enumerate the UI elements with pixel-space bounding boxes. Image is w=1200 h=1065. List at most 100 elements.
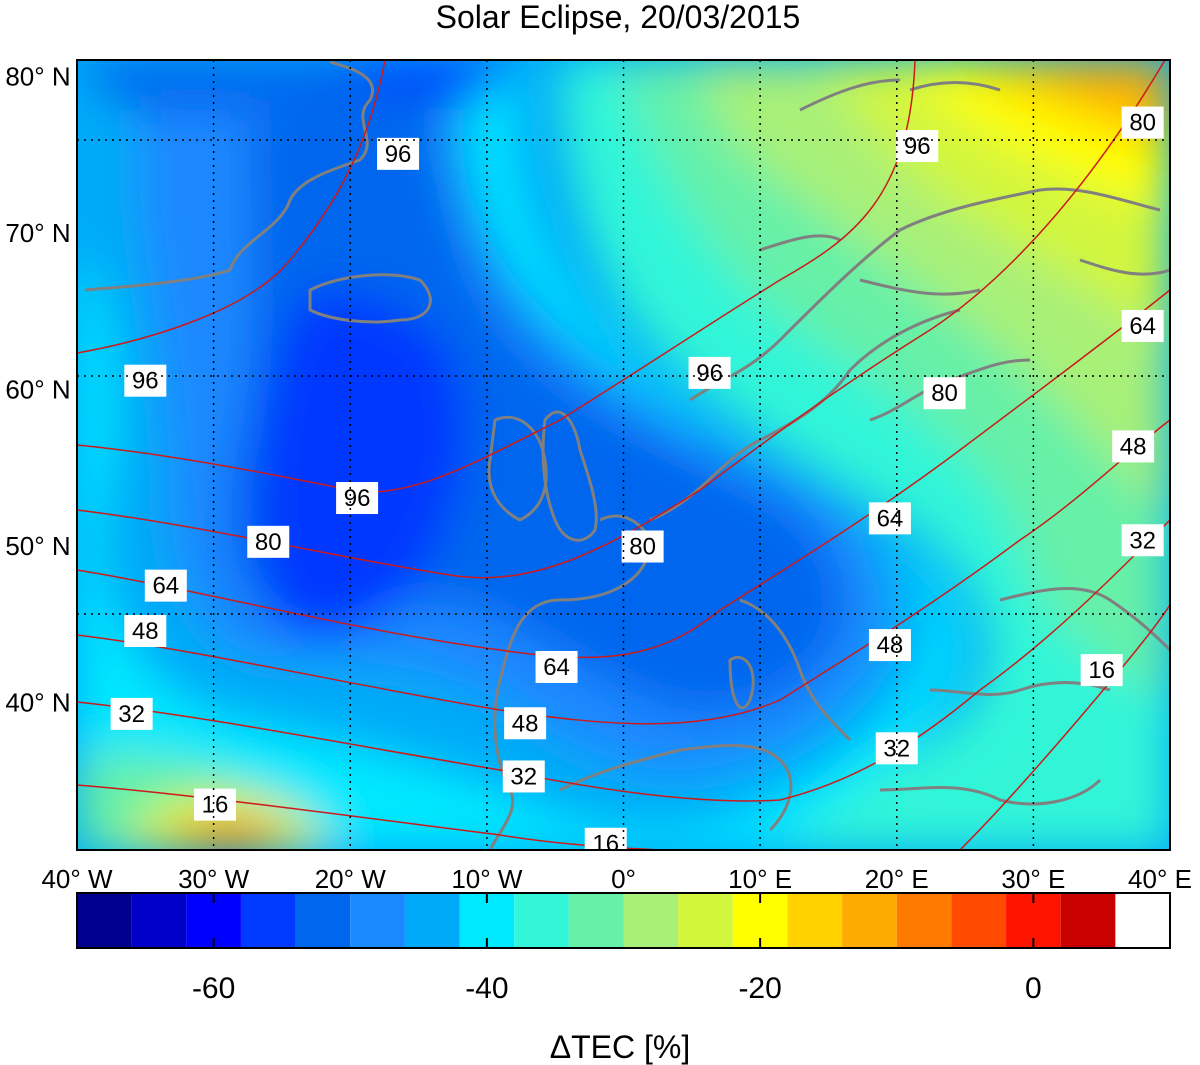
contour-label: 64 <box>535 650 578 683</box>
contour-label: 96 <box>688 356 731 389</box>
contour-label-box <box>1112 430 1155 463</box>
contour-label-box <box>1121 309 1164 342</box>
lon-tick-label: 10° W <box>451 864 523 894</box>
contour-label-box <box>535 650 578 683</box>
contour-label: 16 <box>193 788 236 821</box>
contour-label-box <box>144 569 187 602</box>
lon-tick-label: 0° <box>611 864 636 894</box>
contour-label: 16 <box>1080 654 1123 687</box>
colorbar-swatch <box>131 893 187 948</box>
contour-label-box <box>875 732 918 765</box>
tec-filled-contours <box>77 60 1170 850</box>
colorbar-swatch <box>678 893 733 948</box>
contour-label: 48 <box>124 614 167 647</box>
colorbar-swatch <box>77 893 132 948</box>
contour-label-layer: 96 96 96 96 96 80 80 80 80 64 64 64 64 48 48 48 48 32 32 32… <box>110 106 1164 858</box>
lon-tick-label: 40° W <box>41 864 113 894</box>
contour-label-box <box>1121 524 1164 557</box>
colorbar-ticks: -60 -40 -20 0 <box>192 893 1042 1005</box>
colorbar-swatch <box>568 893 624 948</box>
contour-label-box <box>868 629 911 662</box>
contour-label-box <box>688 356 731 389</box>
colorbar-label: ΔTEC [%] <box>550 1029 691 1065</box>
longitude-tick-labels: 40° W 30° W 20° W 10° W 0° 10° E 20° E 30° E 40°… <box>41 864 1191 894</box>
lon-tick-label: 40° E <box>1128 864 1192 894</box>
contour-label-box <box>1121 106 1164 139</box>
contour-label-box <box>868 502 911 535</box>
contour-label-text: 64 <box>1129 313 1156 340</box>
lon-tick-label: 30° W <box>178 864 250 894</box>
contour-label-box <box>193 788 236 821</box>
contour-label: 96 <box>896 130 939 163</box>
figure-title: Solar Eclipse, 20/03/2015 <box>436 0 801 35</box>
colorbar-swatch <box>842 893 897 948</box>
contour-label-box <box>1080 654 1123 687</box>
contour-label-text: 96 <box>904 133 931 160</box>
colorbar: -60 -40 -20 0 ΔTEC [%] <box>76 892 1171 1065</box>
lat-tick-label: 70° N <box>5 218 70 248</box>
contour-label-text: 16 <box>1088 657 1115 684</box>
contour-label-box <box>896 130 939 163</box>
contour-label-text: 32 <box>510 763 537 790</box>
contour-label-box <box>923 377 966 410</box>
contour-label: 96 <box>336 482 379 515</box>
contour-label-text: 48 <box>512 710 539 737</box>
colorbar-swatch <box>404 893 460 948</box>
contour-label: 80 <box>247 525 290 558</box>
contour-label-box <box>336 482 379 515</box>
contour-label-box <box>110 697 153 730</box>
contour-label-text: 48 <box>1120 433 1147 460</box>
colorbar-swatch <box>514 893 569 948</box>
contour-label: 96 <box>124 364 167 397</box>
contour-label-text: 32 <box>1129 527 1156 554</box>
contour-label-text: 64 <box>152 573 179 600</box>
lon-tick-label: 20° E <box>865 864 929 894</box>
contour-label-box <box>124 364 167 397</box>
colorbar-swatches <box>77 893 1116 948</box>
contour-label: 64 <box>868 502 911 535</box>
contour-label-box <box>124 614 167 647</box>
lon-tick-label: 10° E <box>728 864 792 894</box>
lon-tick-label: 20° W <box>315 864 387 894</box>
contour-label-text: 96 <box>344 485 371 512</box>
colorbar-swatch <box>240 893 296 948</box>
lat-tick-label: 60° N <box>5 375 70 405</box>
contour-label: 64 <box>144 569 187 602</box>
contour-label-text: 16 <box>202 792 229 819</box>
coastlines <box>84 60 1170 850</box>
contour-label: 16 <box>584 827 627 858</box>
latitude-tick-labels: 80° N 70° N 60° N 50° N 40° N <box>5 62 70 718</box>
contour-label-box <box>584 827 627 850</box>
contour-label-text: 48 <box>877 632 904 659</box>
contour-label: 80 <box>1121 106 1164 139</box>
contour-label: 32 <box>110 697 153 730</box>
colorbar-swatch <box>896 893 952 948</box>
lat-tick-label: 40° N <box>5 687 70 717</box>
contour-label-text: 96 <box>696 360 723 387</box>
lon-tick-label: 30° E <box>1001 864 1065 894</box>
contour-label-box <box>504 707 547 740</box>
map-frame <box>76 59 1171 851</box>
colorbar-tick-label: -60 <box>192 972 235 1005</box>
contour-label: 96 <box>377 137 420 170</box>
contour-label: 48 <box>868 629 911 662</box>
contour-label: 80 <box>923 377 966 410</box>
contour-label-text: 64 <box>877 505 904 532</box>
contour-label-box <box>247 525 290 558</box>
lat-tick-label: 80° N <box>5 62 70 92</box>
contour-label: 32 <box>875 732 918 765</box>
contour-label-text: 64 <box>543 654 570 681</box>
contour-label-text: 96 <box>132 368 159 395</box>
map-panel: 96 96 96 96 96 80 80 80 80 64 64 64 64 48 48 48 48 32 32 32… <box>76 59 1171 858</box>
contour-label: 80 <box>621 530 664 563</box>
colorbar-swatch <box>1060 893 1116 948</box>
colorbar-swatch <box>350 893 405 948</box>
contour-label-text: 80 <box>1129 110 1156 137</box>
colorbar-swatch <box>787 893 843 948</box>
contour-label-box <box>377 137 420 170</box>
contour-label: 48 <box>504 707 547 740</box>
contour-label-text: 16 <box>592 831 619 858</box>
colorbar-frame <box>76 892 1171 949</box>
contour-label-text: 80 <box>629 534 656 561</box>
contour-label-text: 48 <box>132 618 159 645</box>
